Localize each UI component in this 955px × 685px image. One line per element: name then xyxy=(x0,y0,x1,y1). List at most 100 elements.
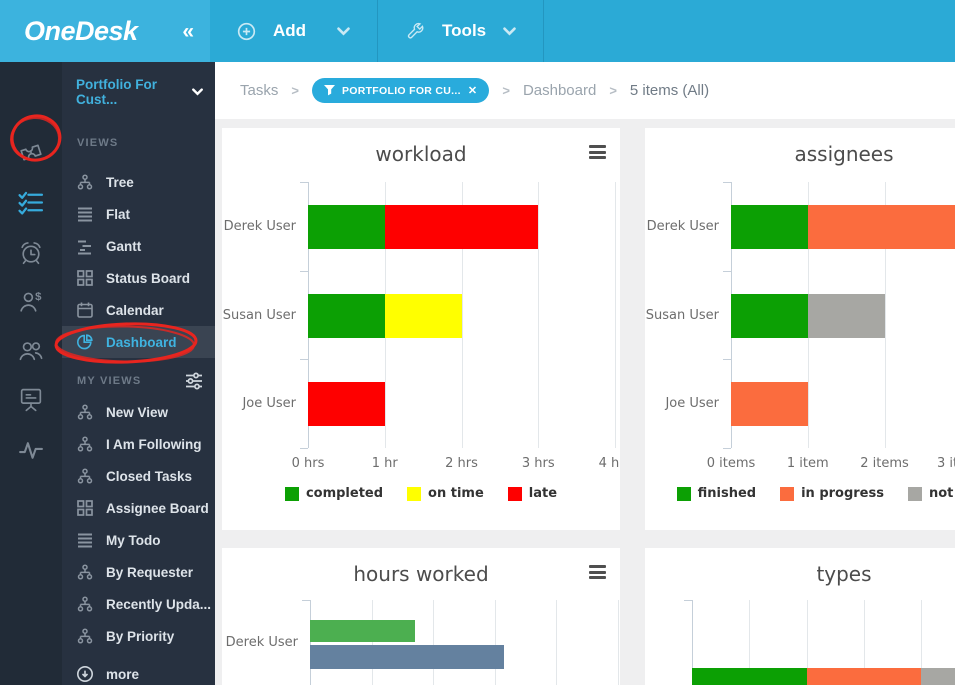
breadcrumb-page[interactable]: Dashboard xyxy=(522,82,597,99)
sidebar-item-by-requester[interactable]: By Requester xyxy=(62,556,215,588)
gridline xyxy=(863,600,865,685)
sidebar-item-gantt[interactable]: Gantt xyxy=(62,230,215,262)
legend-swatch xyxy=(507,486,522,501)
gridline xyxy=(433,600,434,685)
bar-segment-late xyxy=(384,205,539,249)
close-icon[interactable]: ✕ xyxy=(467,85,478,97)
axis-tick xyxy=(723,182,731,183)
sidebar-item-assignee-board[interactable]: Assignee Board xyxy=(62,492,215,524)
breadcrumb-root[interactable]: Tasks xyxy=(240,82,279,99)
tools-button[interactable]: Tools xyxy=(378,0,545,62)
sidebar-item-label: Closed Tasks xyxy=(106,468,193,484)
rail-task-list-icon[interactable] xyxy=(18,190,45,215)
bar-segment xyxy=(806,668,922,685)
rail-ticket-icon[interactable] xyxy=(18,139,45,166)
bar-segment-late xyxy=(308,382,385,426)
chart-menu-icon[interactable] xyxy=(589,565,606,582)
gridline xyxy=(617,600,619,685)
rail-presentation-icon[interactable] xyxy=(18,386,45,413)
category-label: Derek User xyxy=(223,219,296,234)
sidebar-item-new-view[interactable]: New View xyxy=(62,396,215,428)
bar-segment-completed xyxy=(308,205,385,249)
axis-tick xyxy=(723,359,731,361)
sidebar-item-tree[interactable]: Tree xyxy=(62,166,215,198)
axis-tick xyxy=(723,448,731,449)
tree-icon xyxy=(76,436,94,452)
sidebar-item-my-todo[interactable]: My Todo xyxy=(62,524,215,556)
chart-title: types xyxy=(816,562,872,586)
top-header: OneDesk « Add Tools xyxy=(0,0,955,62)
chart-legend: finished in progress not started xyxy=(645,486,955,501)
svg-text:$: $ xyxy=(35,291,42,303)
rail-alarm-icon[interactable] xyxy=(18,239,45,266)
legend-label: completed xyxy=(305,486,384,501)
legend-swatch xyxy=(676,486,691,501)
sidebar-item-flat[interactable]: Flat xyxy=(62,198,215,230)
flat-icon xyxy=(76,532,94,549)
chevron-down-icon xyxy=(503,26,516,36)
filter-chip[interactable]: PORTFOLIO FOR CU... ✕ xyxy=(311,78,490,103)
axis-tick xyxy=(300,270,308,272)
rail-activity-icon[interactable] xyxy=(18,437,45,464)
tree-icon xyxy=(76,564,94,580)
gridline xyxy=(921,600,923,685)
gridline xyxy=(461,182,463,448)
x-tick-label: 4 hrs xyxy=(598,456,620,471)
tree-icon xyxy=(76,596,94,612)
add-button[interactable]: Add xyxy=(210,0,379,62)
rail-customer-billing-icon[interactable]: $ xyxy=(18,288,45,315)
sidebar-item-more[interactable]: more xyxy=(62,658,215,685)
project-selector[interactable]: Portfolio For Cust... xyxy=(62,77,215,107)
legend-swatch xyxy=(907,486,922,501)
chevron-right-icon: > xyxy=(609,83,617,98)
bar-segment-completed xyxy=(308,294,385,338)
category-label: Derek User xyxy=(646,219,719,234)
gridline xyxy=(538,182,540,448)
onedesk-logo: OneDesk xyxy=(24,15,138,46)
legend-item: in progress xyxy=(780,486,884,501)
section-label: VIEWS xyxy=(77,137,119,149)
hours-worked-chart-plot: Derek User xyxy=(222,548,620,685)
views-sidebar: Portfolio For Cust... VIEWS Tree Flat Gantt… xyxy=(62,62,215,685)
sidebar-item-label: My Todo xyxy=(106,532,161,548)
sidebar-item-closed-tasks[interactable]: Closed Tasks xyxy=(62,460,215,492)
sidebar-item-i-am-following[interactable]: I Am Following xyxy=(62,428,215,460)
x-tick-label: 3 hrs xyxy=(521,456,555,471)
gridline xyxy=(371,600,373,685)
sidebar-item-label: Tree xyxy=(106,174,134,190)
sidebar-item-recently-upda[interactable]: Recently Upda... xyxy=(62,588,215,620)
collapse-sidebar-button[interactable]: « xyxy=(182,19,194,43)
sidebar-item-status-board[interactable]: Status Board xyxy=(62,262,215,294)
tree-icon xyxy=(76,174,94,190)
rail-users-icon[interactable] xyxy=(18,337,45,364)
legend-label: not started xyxy=(928,486,955,501)
chart-title: assignees xyxy=(794,142,894,166)
gantt-icon xyxy=(76,238,94,255)
legend-item: on time xyxy=(407,486,484,501)
sidebar-item-label: Recently Upda... xyxy=(106,596,212,612)
axis-tick xyxy=(302,600,310,601)
sidebar-item-by-priority[interactable]: By Priority xyxy=(62,620,215,652)
x-tick-label: 2 items xyxy=(860,456,909,471)
sidebar-item-label: more xyxy=(106,666,140,682)
workload-chart-plot: Derek User Susan User Joe User 0 hrs 1 hr 2 h… xyxy=(222,128,620,530)
chart-menu-icon[interactable] xyxy=(589,145,606,162)
add-label: Add xyxy=(273,21,307,40)
x-tick-label: 0 hrs xyxy=(291,456,325,471)
category-label: Susan User xyxy=(645,308,719,323)
sidebar-item-dashboard[interactable]: Dashboard xyxy=(62,326,215,358)
types-chart-plot xyxy=(645,548,955,685)
gridline xyxy=(749,600,751,685)
category-label: Joe User xyxy=(665,396,719,411)
more-icon xyxy=(76,665,94,683)
sidebar-item-calendar[interactable]: Calendar xyxy=(62,294,215,326)
logo-block: OneDesk « xyxy=(0,0,210,62)
chart-legend: completed on time late xyxy=(222,486,620,501)
legend-item: late xyxy=(507,486,558,501)
flat-icon xyxy=(76,206,94,223)
sliders-icon[interactable] xyxy=(185,372,203,390)
tree-icon xyxy=(76,628,94,644)
legend-label: late xyxy=(528,486,558,501)
legend-item: finished xyxy=(676,486,756,501)
